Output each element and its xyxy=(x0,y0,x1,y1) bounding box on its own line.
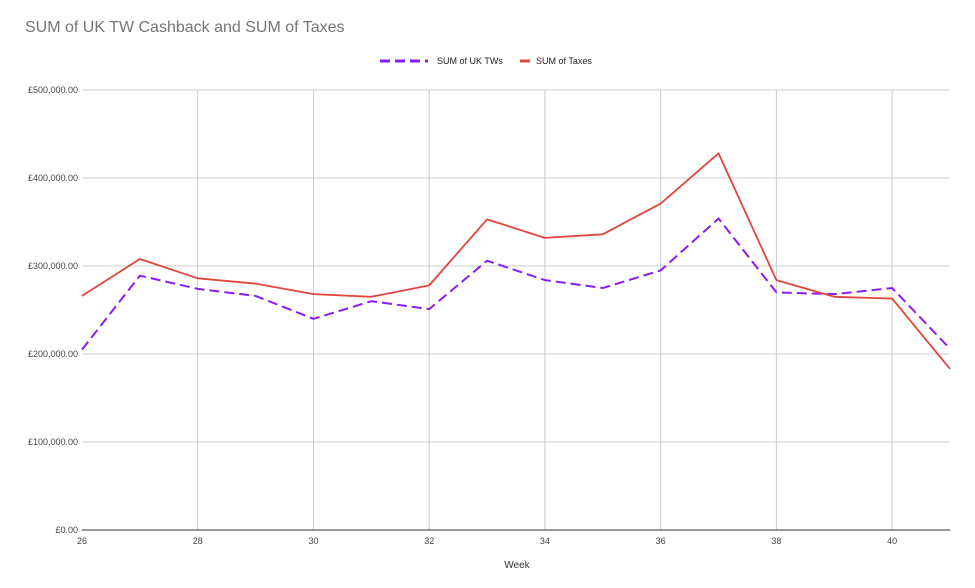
y-tick-label: £300,000.00 xyxy=(28,261,78,271)
x-axis: 26 28 30 32 34 36 38 40 xyxy=(77,529,950,546)
series-line-sum-of-taxes xyxy=(81,152,951,370)
data-point xyxy=(890,296,894,300)
legend: SUM of UK TWs SUM of Taxes xyxy=(380,56,592,66)
y-tick-label: £0.00 xyxy=(55,525,78,535)
data-point xyxy=(774,290,778,294)
data-point xyxy=(948,347,952,351)
x-tick-label: 26 xyxy=(77,536,87,546)
data-point xyxy=(774,278,778,282)
data-point xyxy=(485,259,489,263)
data-point xyxy=(369,299,373,303)
x-tick-label: 30 xyxy=(308,536,318,546)
data-point xyxy=(890,286,894,290)
x-tick-label: 36 xyxy=(656,536,666,546)
data-point xyxy=(716,216,720,220)
data-point xyxy=(369,295,373,299)
data-point xyxy=(601,286,605,290)
legend-label: SUM of UK TWs xyxy=(437,56,503,66)
data-point xyxy=(138,273,142,277)
legend-label: SUM of Taxes xyxy=(536,56,592,66)
x-axis-title: Week xyxy=(504,560,530,571)
data-point xyxy=(311,292,315,296)
y-tick-label: £500,000.00 xyxy=(28,85,78,95)
data-point xyxy=(311,317,315,321)
data-point xyxy=(601,232,605,236)
data-point xyxy=(427,307,431,311)
data-point xyxy=(485,217,489,221)
data-point xyxy=(658,201,662,205)
data-point xyxy=(253,294,257,298)
data-point xyxy=(80,347,84,351)
x-tick-label: 34 xyxy=(540,536,550,546)
x-tick-label: 28 xyxy=(193,536,203,546)
data-point xyxy=(658,268,662,272)
data-point xyxy=(80,294,84,298)
chart-title: SUM of UK TW Cashback and SUM of Taxes xyxy=(25,19,345,36)
data-point xyxy=(138,257,142,261)
data-point xyxy=(196,276,200,280)
data-point xyxy=(196,287,200,291)
y-axis: £0.00 £100,000.00 £200,000.00 £300,000.00 £4… xyxy=(28,85,78,535)
data-point xyxy=(543,236,547,240)
series-layer xyxy=(80,151,952,371)
x-tick-label: 40 xyxy=(887,536,897,546)
data-point xyxy=(948,367,952,371)
data-point xyxy=(543,278,547,282)
y-tick-label: £400,000.00 xyxy=(28,173,78,183)
data-point xyxy=(427,283,431,287)
x-tick-label: 32 xyxy=(424,536,434,546)
data-point xyxy=(253,281,257,285)
y-tick-label: £100,000.00 xyxy=(28,437,78,447)
y-tick-label: £200,000.00 xyxy=(28,349,78,359)
x-tick-label: 38 xyxy=(771,536,781,546)
series-line-sum-of-uk-tws xyxy=(81,217,951,351)
data-point xyxy=(716,151,720,155)
data-point xyxy=(832,295,836,299)
